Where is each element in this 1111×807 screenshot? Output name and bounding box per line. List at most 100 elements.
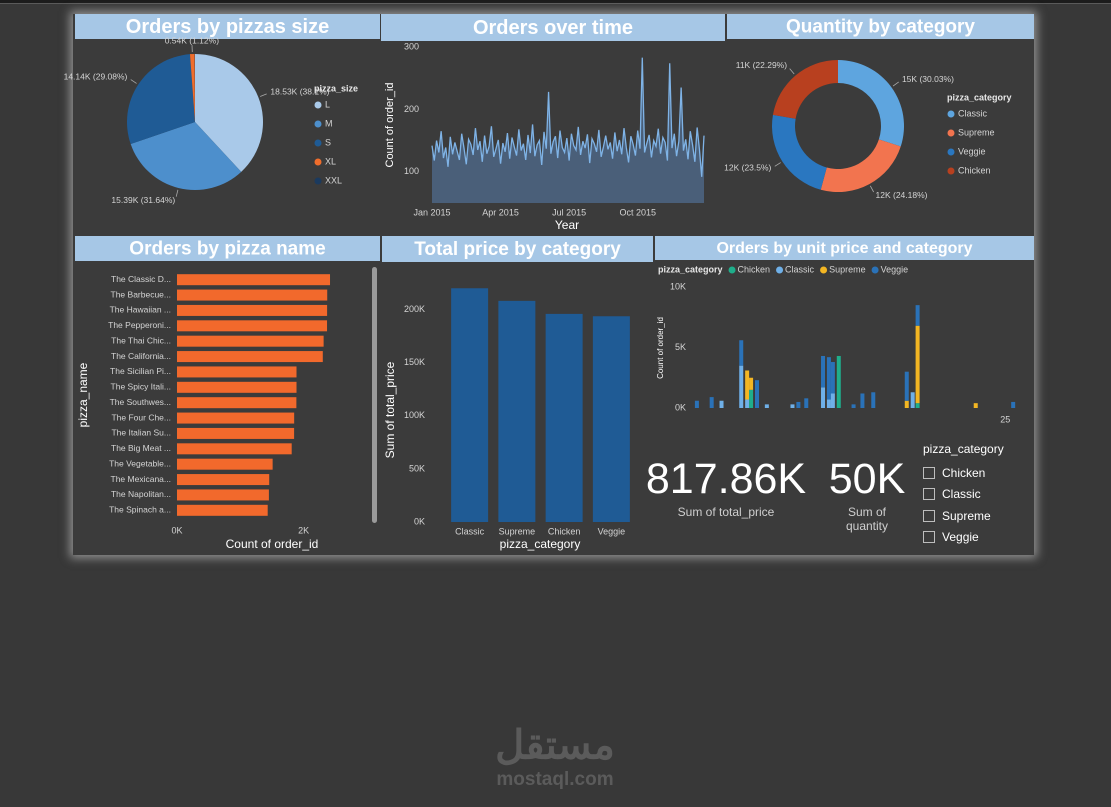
slice (772, 114, 827, 190)
legend-label: Classic (785, 264, 815, 274)
y-tick-label: 0K (414, 516, 425, 526)
bar-segment (826, 399, 831, 408)
checkbox[interactable] (923, 488, 935, 501)
bar (451, 288, 489, 522)
bar-segment (915, 325, 920, 404)
bar (177, 351, 323, 363)
legend-swatch (871, 266, 879, 274)
bar-segment (745, 370, 750, 400)
bar-segment (796, 401, 801, 408)
bar-segment (821, 355, 826, 388)
bar-segment (739, 365, 744, 408)
bar-segment (749, 377, 754, 390)
bar-segment (804, 398, 809, 408)
axis-title: Year (555, 218, 579, 232)
y-tick-label: 200 (404, 104, 419, 114)
checkbox[interactable] (923, 509, 935, 522)
legend-title: pizza_category (947, 92, 1012, 102)
data-label: 14.14K (29.08%) (64, 72, 128, 82)
title-bar (382, 236, 653, 262)
y-tick-label: The California... (111, 351, 171, 361)
legend-swatch (314, 139, 322, 147)
bar (177, 397, 297, 409)
bar-segment (764, 404, 769, 408)
watermark-latin: mostaql.com (496, 769, 613, 790)
legend-swatch (728, 266, 736, 274)
y-tick-label: 5K (675, 342, 686, 352)
area (432, 57, 704, 203)
legend-label: XXL (325, 175, 342, 185)
slice (126, 54, 195, 145)
kpi-card: 50K Sum of quantity (818, 455, 916, 533)
x-tick-label: Veggie (598, 526, 626, 536)
y-tick-label: 150K (404, 357, 425, 367)
y-tick-label: 10K (670, 281, 686, 291)
x-tick-label: Chicken (548, 526, 581, 536)
bar-segment (749, 389, 754, 408)
chart-title: Orders over time (473, 17, 633, 39)
legend-swatch (947, 110, 955, 118)
y-tick-label: The Big Meat ... (111, 443, 171, 453)
leader-line (130, 79, 137, 84)
leader-line (175, 189, 179, 197)
chart-title: Orders by pizza name (129, 239, 325, 260)
bar-segment (790, 404, 795, 408)
axis-title: Count of order_id (226, 537, 319, 551)
bar (177, 504, 268, 516)
data-label: 18.53K (38.1%) (270, 87, 329, 97)
checkbox[interactable] (923, 531, 935, 544)
title-bar (75, 14, 380, 39)
y-tick-label: 100 (404, 166, 419, 176)
y-tick-label: The Classic D... (111, 274, 171, 284)
bar (177, 443, 292, 455)
bar (177, 489, 269, 501)
slicer-item[interactable]: Chicken (923, 462, 1004, 484)
slicer-item[interactable]: Supreme (923, 505, 1004, 527)
bar-segment (904, 371, 909, 401)
bar (177, 335, 324, 347)
y-tick-label: The Thai Chic... (111, 335, 171, 345)
bar (177, 412, 295, 424)
leader-line (774, 162, 781, 167)
y-tick-label: 200K (404, 304, 425, 314)
slicer-item[interactable]: Classic (923, 484, 1004, 506)
y-tick-label: The Vegetable... (109, 458, 171, 468)
y-tick-label: The Napolitan... (111, 489, 171, 499)
kpi-value: 50K (828, 455, 906, 503)
leader-line (869, 185, 874, 193)
bar-segment (709, 397, 714, 408)
bar-segment (915, 305, 920, 326)
slicer-label: Classic (942, 487, 981, 502)
checkbox[interactable] (923, 466, 935, 479)
y-tick-label: The Mexicana... (111, 474, 171, 484)
y-tick-label: The Barbecue... (111, 289, 171, 299)
legend-swatch (314, 177, 322, 185)
chart-title: Total price by category (414, 239, 621, 260)
bar (177, 274, 331, 286)
axis-title: pizza_name (76, 362, 90, 427)
legend-label: L (325, 99, 330, 109)
x-tick-label: 2K (298, 525, 309, 535)
x-tick-label: Supreme (499, 526, 536, 536)
axis-title: Count of order_id (656, 317, 665, 379)
legend-swatch (776, 266, 784, 274)
bar (177, 320, 328, 332)
slicer: pizza_category Chicken Classic Supreme V… (923, 442, 1004, 548)
kpi-card: 817.86K Sum of total_price (636, 455, 816, 519)
legend-label: Veggie (958, 146, 986, 156)
legend-label: Supreme (829, 264, 866, 274)
slice (189, 54, 195, 123)
bar-segment (836, 355, 841, 408)
x-tick-label: Jan 2015 (413, 207, 450, 217)
bar-segment (826, 357, 831, 400)
bar (592, 316, 630, 522)
y-tick-label: The Italian Su... (111, 428, 171, 438)
slicer-item[interactable]: Veggie (923, 527, 1004, 549)
legend-swatch (820, 266, 828, 274)
legend-label: Veggie (881, 264, 909, 274)
bar-segment (851, 404, 856, 408)
slice (130, 122, 242, 190)
legend-label: S (325, 137, 331, 147)
